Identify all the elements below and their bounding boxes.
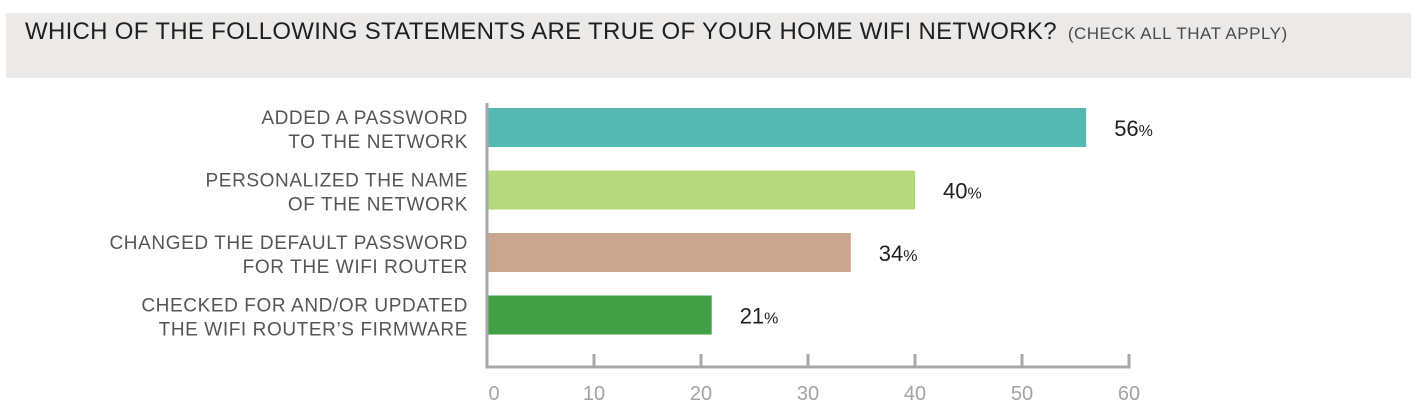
category-label: CHECKED FOR AND/OR UPDATED bbox=[141, 296, 468, 317]
bar bbox=[488, 233, 851, 272]
title-band bbox=[6, 13, 1411, 78]
bar bbox=[488, 170, 915, 210]
category-label: TO THE NETWORK bbox=[288, 132, 468, 153]
category-label: ADDED A PASSWORD bbox=[261, 108, 468, 129]
value-label: 40% bbox=[943, 179, 982, 204]
category-label: THE WIFI ROUTER’S FIRMWARE bbox=[159, 320, 468, 341]
x-tick-label: 40 bbox=[904, 383, 926, 405]
bar bbox=[488, 295, 712, 335]
value-unit: % bbox=[764, 311, 778, 328]
chart-title: WHICH OF THE FOLLOWING STATEMENTS ARE TR… bbox=[25, 18, 1288, 46]
value-label: 21% bbox=[740, 304, 779, 329]
value-unit: % bbox=[1139, 123, 1153, 140]
category-label: CHANGED THE DEFAULT PASSWORD bbox=[109, 233, 468, 254]
x-tick-label: 60 bbox=[1118, 383, 1140, 405]
category-label: PERSONALIZED THE NAME bbox=[206, 171, 468, 192]
value-label: 34% bbox=[879, 241, 918, 266]
x-tick-label: 20 bbox=[690, 383, 712, 405]
bar bbox=[488, 108, 1087, 147]
value-label: 56% bbox=[1114, 116, 1153, 141]
x-tick-label: 50 bbox=[1011, 383, 1033, 405]
x-tick-label: 30 bbox=[797, 383, 819, 405]
value-unit: % bbox=[903, 248, 917, 265]
x-tick-label: 0 bbox=[488, 383, 499, 405]
chart-title-main: WHICH OF THE FOLLOWING STATEMENTS ARE TR… bbox=[25, 18, 1057, 45]
x-tick-label: 10 bbox=[583, 383, 605, 405]
category-label: FOR THE WIFI ROUTER bbox=[243, 257, 468, 278]
value-unit: % bbox=[967, 186, 981, 203]
chart-title-note: (CHECK ALL THAT APPLY) bbox=[1067, 24, 1288, 43]
category-label: OF THE NETWORK bbox=[288, 195, 468, 216]
